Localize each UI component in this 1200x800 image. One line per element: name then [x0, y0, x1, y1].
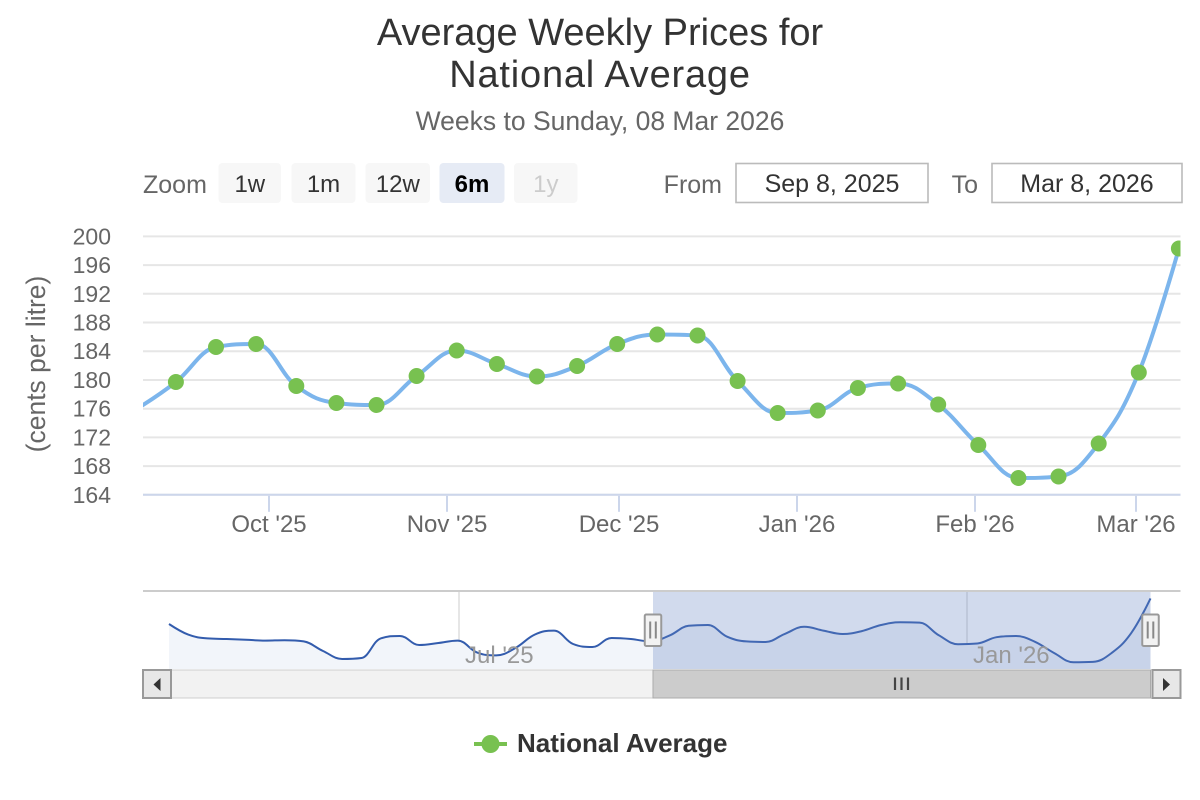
svg-text:200: 200: [73, 223, 111, 249]
svg-text:6m: 6m: [455, 171, 490, 198]
svg-text:To: To: [952, 171, 978, 199]
svg-text:1y: 1y: [533, 171, 558, 198]
svg-text:Nov '25: Nov '25: [407, 511, 488, 538]
svg-text:196: 196: [73, 252, 111, 278]
svg-text:176: 176: [73, 396, 111, 422]
svg-text:Jan '26: Jan '26: [973, 642, 1050, 669]
svg-text:Jul '25: Jul '25: [465, 642, 534, 669]
svg-text:188: 188: [73, 310, 111, 336]
svg-text:1w: 1w: [234, 171, 265, 198]
svg-text:(cents per litre): (cents per litre): [21, 276, 51, 453]
svg-text:192: 192: [73, 281, 111, 307]
svg-text:Feb '26: Feb '26: [935, 511, 1014, 538]
svg-text:172: 172: [73, 424, 111, 450]
svg-text:Weeks to Sunday, 08 Mar 2026: Weeks to Sunday, 08 Mar 2026: [416, 106, 785, 136]
svg-text:Jan '26: Jan '26: [759, 511, 836, 538]
svg-text:Mar 8, 2026: Mar 8, 2026: [1020, 170, 1153, 198]
svg-text:168: 168: [73, 453, 111, 479]
svg-text:184: 184: [73, 338, 112, 364]
svg-text:12w: 12w: [376, 171, 421, 198]
svg-text:National Average: National Average: [449, 54, 751, 96]
svg-text:1m: 1m: [307, 171, 340, 198]
svg-text:Oct '25: Oct '25: [231, 511, 306, 538]
svg-text:National Average: National Average: [517, 728, 727, 758]
svg-text:Zoom: Zoom: [143, 171, 207, 199]
svg-text:180: 180: [73, 367, 111, 393]
svg-text:164: 164: [73, 482, 112, 508]
svg-text:Sep 8, 2025: Sep 8, 2025: [765, 170, 900, 198]
svg-text:Average Weekly Prices for: Average Weekly Prices for: [377, 12, 824, 54]
svg-text:Dec '25: Dec '25: [579, 511, 660, 538]
svg-text:Mar '26: Mar '26: [1096, 511, 1175, 538]
svg-text:From: From: [664, 171, 722, 199]
